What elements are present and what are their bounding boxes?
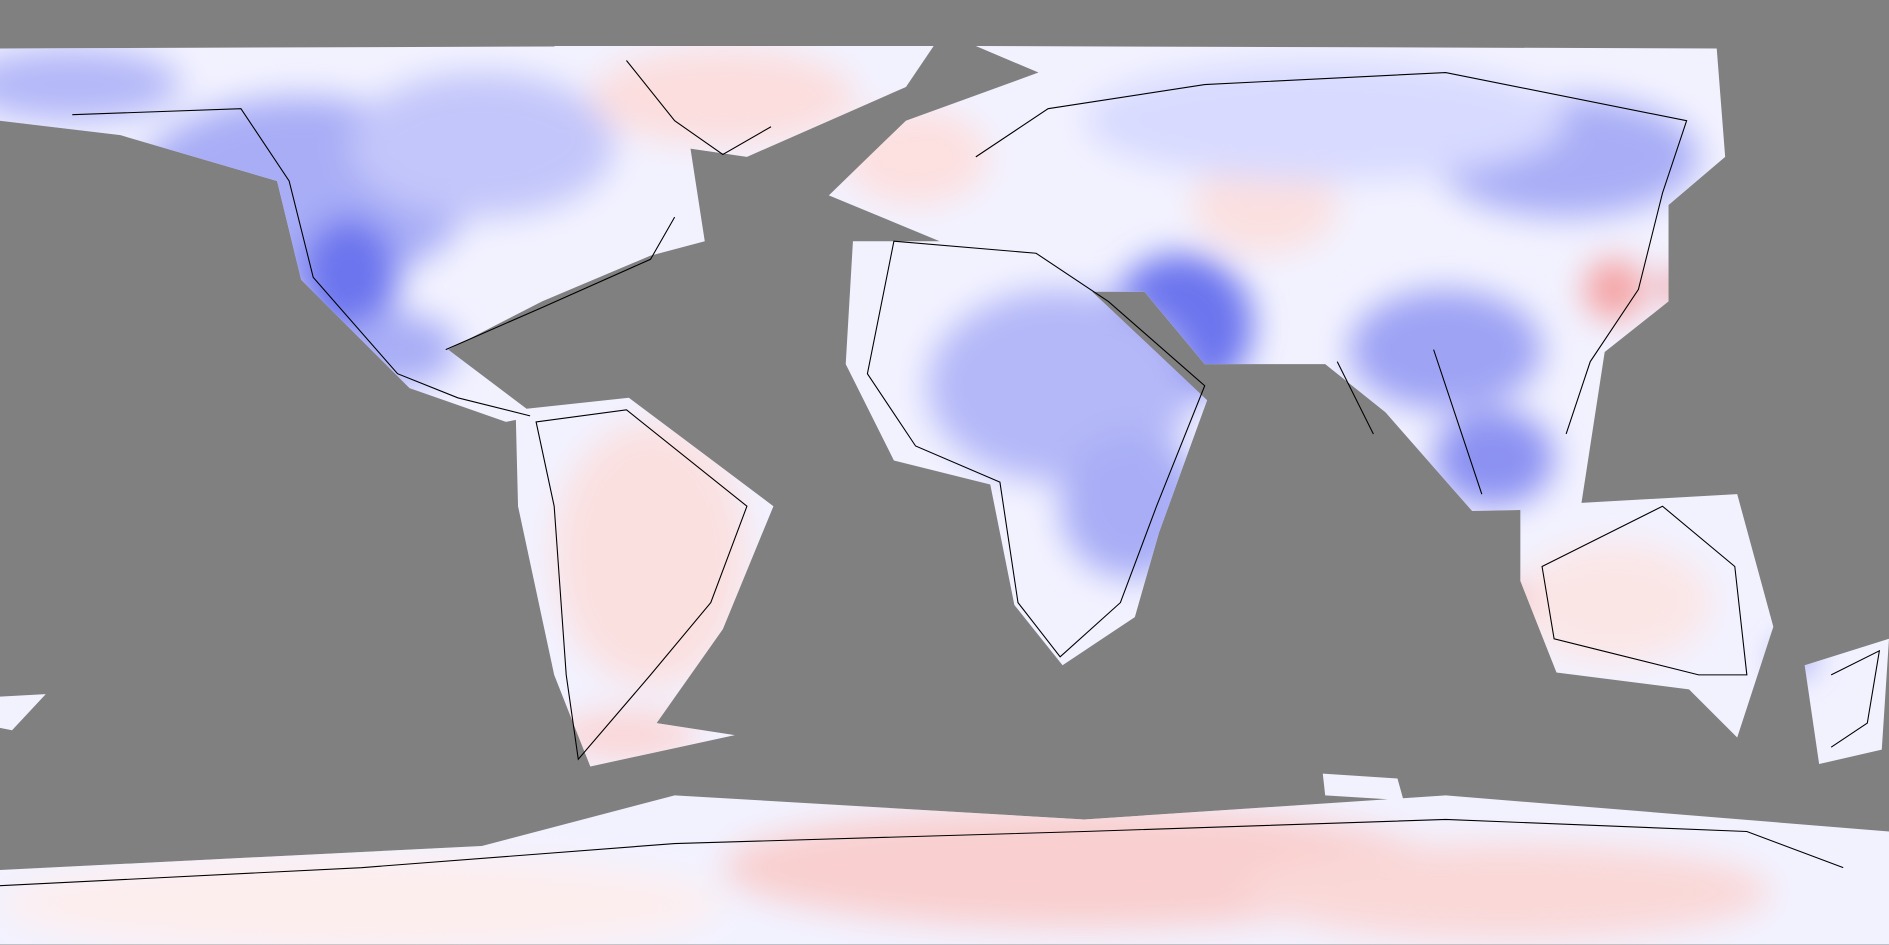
coastlines [0, 60, 1881, 887]
